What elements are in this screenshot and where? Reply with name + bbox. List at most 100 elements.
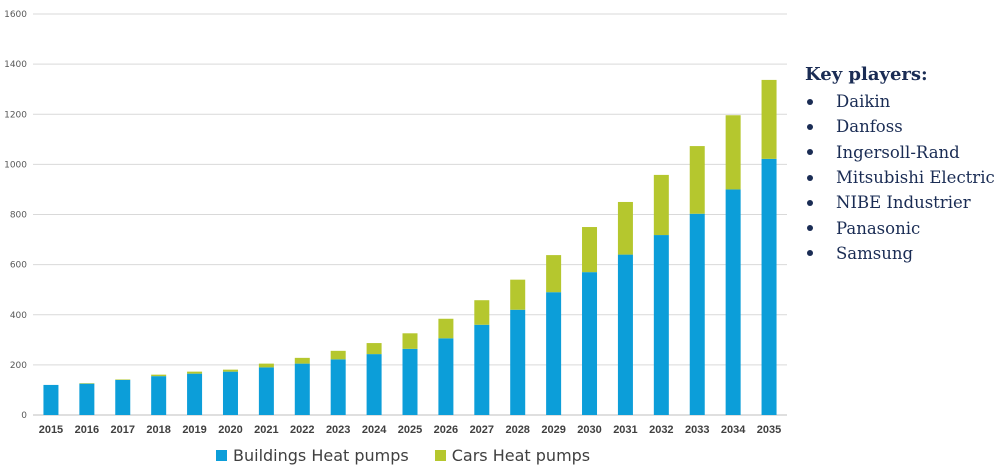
bar-buildings [294, 363, 310, 415]
key-player-label: Daikin [836, 92, 891, 112]
bar-buildings [582, 272, 598, 415]
bar-cars [617, 201, 633, 255]
bullet-icon [807, 123, 813, 130]
x-tick-label: 2035 [757, 424, 781, 436]
y-tick-label: 400 [10, 311, 27, 321]
key-player-item: Samsung [805, 241, 995, 266]
x-tick-label: 2016 [75, 424, 99, 436]
bar-buildings [761, 158, 777, 416]
key-player-label: Samsung [836, 243, 914, 263]
legend-label-cars: Cars Heat pumps [451, 446, 591, 465]
key-players-panel: Key players: Daikin Danfoss Ingersoll-Ra… [805, 64, 995, 266]
bullet-icon [807, 174, 813, 181]
bar-cars [438, 318, 454, 339]
bullet-icon [807, 98, 813, 105]
bar-cars [294, 357, 310, 364]
x-tick-label: 2033 [685, 424, 709, 436]
x-tick-label: 2032 [649, 424, 673, 436]
bar-cars [761, 79, 777, 159]
bars [43, 79, 777, 416]
x-tick-label: 2028 [505, 424, 529, 436]
x-tick-label: 2017 [111, 424, 135, 436]
key-player-item: Ingersoll-Rand [805, 140, 995, 165]
x-tick-label: 2024 [362, 424, 387, 436]
bar-cars [474, 300, 490, 325]
bar-cars [689, 146, 705, 214]
y-tick-label: 200 [10, 361, 27, 371]
x-tick-label: 2025 [398, 424, 422, 436]
x-tick-label: 2030 [577, 424, 601, 436]
key-player-label: Mitsubishi Electric [836, 168, 995, 188]
y-tick-label: 1600 [4, 10, 27, 20]
x-tick-label: 2027 [470, 424, 494, 436]
x-tick-label: 2034 [721, 424, 746, 436]
bar-cars [151, 374, 167, 377]
bar-buildings [438, 338, 454, 415]
x-tick-label: 2021 [254, 424, 278, 436]
bar-buildings [510, 309, 526, 415]
bar-buildings [689, 213, 705, 415]
x-tick-label: 2022 [290, 424, 314, 436]
bar-buildings [546, 292, 562, 415]
y-tick-label: 1200 [4, 110, 27, 120]
bar-cars [330, 350, 346, 360]
y-axis-ticks: 0 200 400 600 800 1000 1200 1400 1600 [4, 10, 27, 421]
bar-buildings [474, 324, 490, 415]
key-players-title: Key players: [805, 64, 928, 85]
bar-buildings [402, 348, 418, 415]
x-tick-label: 2031 [613, 424, 637, 436]
x-tick-label: 2023 [326, 424, 350, 436]
x-tick-label: 2020 [218, 424, 242, 436]
bar-cars [582, 227, 598, 273]
bar-cars [187, 371, 203, 374]
bullet-icon [807, 149, 813, 156]
x-tick-label: 2026 [434, 424, 458, 436]
bar-buildings [115, 379, 131, 415]
key-player-item: Mitsubishi Electric [805, 165, 995, 190]
key-player-label: Ingersoll-Rand [836, 142, 960, 162]
x-tick-label: 2015 [39, 424, 63, 436]
y-tick-label: 1400 [4, 60, 27, 70]
key-players-list: Daikin Danfoss Ingersoll-Rand Mitsubishi… [805, 89, 995, 266]
bar-buildings [725, 189, 741, 415]
bar-cars [115, 379, 131, 380]
bar-cars [546, 255, 562, 293]
bar-cars [653, 174, 669, 236]
bar-buildings [258, 367, 274, 415]
bar-cars [402, 333, 418, 349]
y-tick-label: 1000 [4, 160, 27, 170]
bar-buildings [366, 354, 382, 415]
x-tick-label: 2018 [146, 424, 170, 436]
key-player-item: Danfoss [805, 114, 995, 139]
bar-buildings [187, 373, 203, 415]
bar-buildings [617, 254, 633, 415]
bullet-icon [807, 225, 813, 232]
bullet-icon [807, 250, 813, 257]
bullet-icon [807, 199, 813, 206]
key-player-item: NIBE Industrier [805, 190, 995, 215]
y-tick-label: 600 [10, 261, 27, 271]
bar-cars [725, 115, 741, 190]
key-player-label: Danfoss [836, 117, 903, 137]
bar-cars [510, 279, 526, 310]
y-tick-label: 0 [21, 411, 27, 421]
bar-buildings [79, 383, 95, 415]
key-player-item: Panasonic [805, 215, 995, 240]
bar-cars [222, 369, 238, 372]
bar-buildings [222, 371, 238, 415]
x-tick-label: 2019 [182, 424, 206, 436]
legend-item-buildings: Buildings Heat pumps [216, 446, 409, 465]
y-tick-label: 800 [10, 211, 27, 221]
bar-buildings [330, 359, 346, 415]
bar-cars [79, 383, 95, 384]
x-tick-label: 2029 [541, 424, 565, 436]
bar-buildings [151, 376, 167, 415]
legend-item-cars: Cars Heat pumps [434, 446, 591, 465]
legend: Buildings Heat pumps Cars Heat pumps [216, 446, 616, 465]
legend-label-buildings: Buildings Heat pumps [233, 446, 409, 465]
x-axis-ticks: 2015 2016 2017 2018 2019 2020 2021 2022 2023 2024… [39, 424, 782, 436]
legend-swatch-buildings [216, 450, 227, 461]
gridlines [33, 13, 787, 416]
legend-swatch-cars [434, 450, 446, 461]
